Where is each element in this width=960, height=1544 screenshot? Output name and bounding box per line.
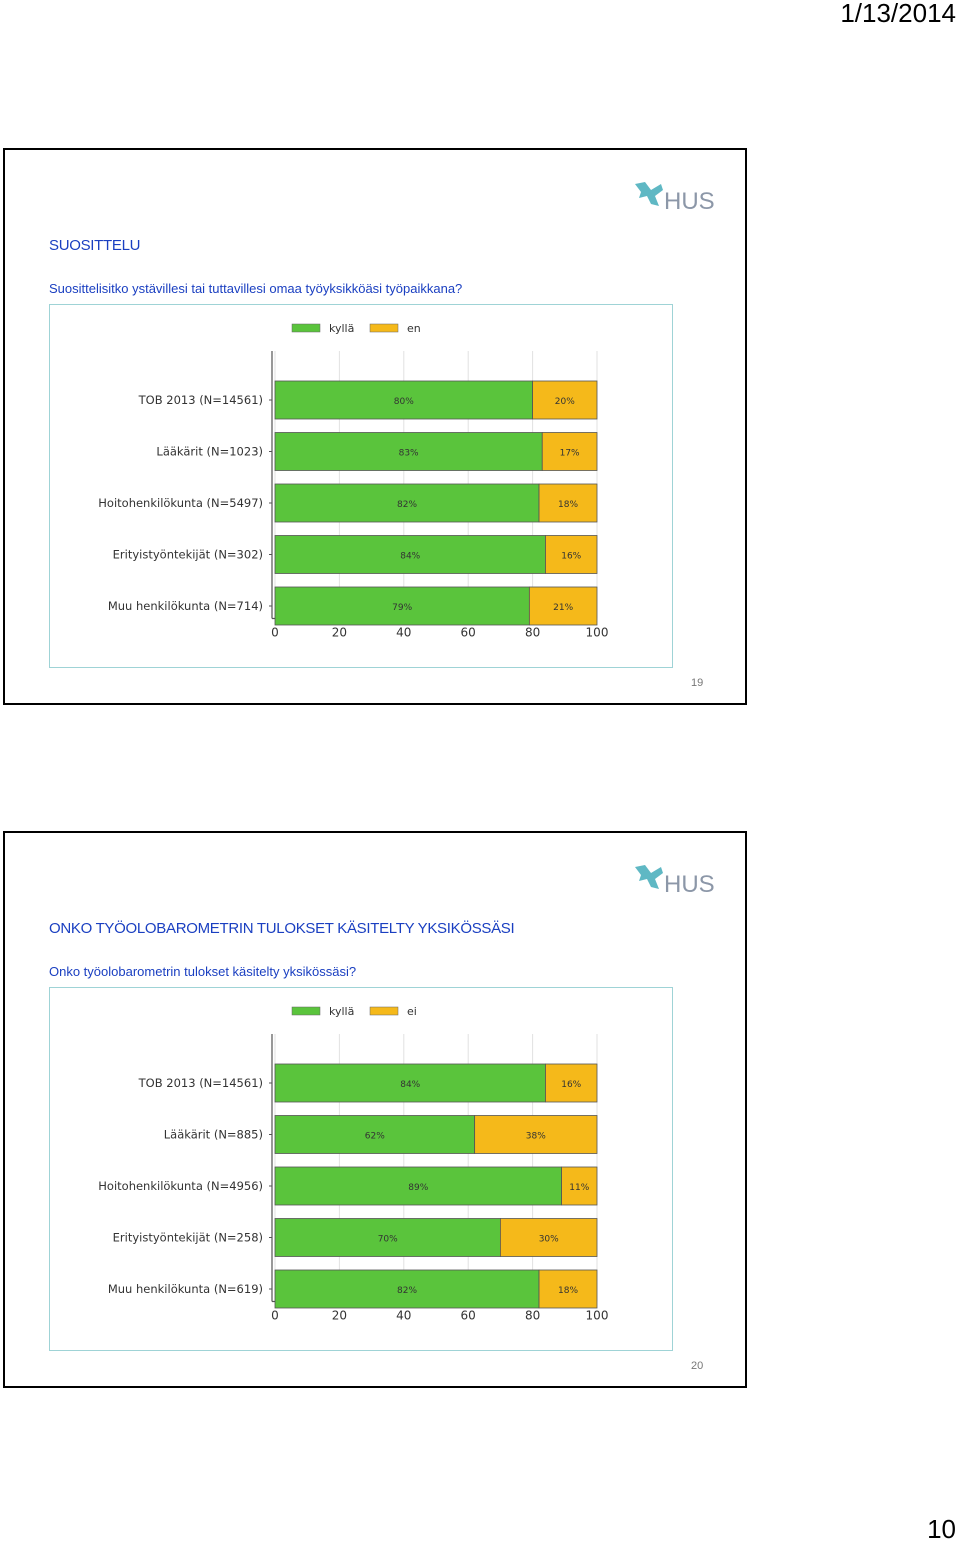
bar-segment-1 <box>541 432 598 471</box>
hus-cross-icon <box>635 865 663 889</box>
data-label: 62% <box>365 1132 385 1142</box>
bar-segment-1 <box>561 1166 598 1206</box>
slide-question: Suosittelisitko ystävillesi tai tuttavil… <box>49 281 463 296</box>
hus-logo: HUS <box>635 865 715 898</box>
x-tick-label: 60 <box>461 1309 476 1323</box>
category-label: Muu henkilökunta (N=714) <box>108 599 263 613</box>
bar-segment-0 <box>274 483 540 523</box>
data-label: 11% <box>569 1183 589 1193</box>
bar-segment-0 <box>274 432 543 471</box>
data-label: 80% <box>394 397 414 407</box>
category-label: Lääkärit (N=1023) <box>156 445 263 459</box>
data-label: 79% <box>392 603 412 613</box>
data-label: 84% <box>400 1080 420 1090</box>
hus-logo: HUS <box>635 182 715 215</box>
data-label: 18% <box>558 500 578 510</box>
hus-logo-text: HUS <box>664 871 715 898</box>
data-label: 84% <box>400 552 420 562</box>
data-label: 16% <box>561 552 581 562</box>
legend-label-0: kyllä <box>329 1005 354 1018</box>
slide-number: 19 <box>691 677 704 689</box>
hus-cross-icon <box>635 182 663 206</box>
bar-segment-0 <box>274 1218 501 1257</box>
data-label: 21% <box>553 603 573 613</box>
hus-logo-text: HUS <box>664 188 715 215</box>
chart-legend: kyllä en <box>291 322 421 335</box>
x-tick-label: 40 <box>396 1309 411 1323</box>
x-tick-label: 100 <box>586 1309 609 1323</box>
data-label: 38% <box>526 1132 546 1142</box>
slide-20: HUS ONKO TYÖOLOBAROMETRIN TULOKSET KÄSIT… <box>3 831 747 1388</box>
bar-segment-1 <box>545 1063 598 1103</box>
bar-segment-1 <box>528 586 598 626</box>
category-label: Hoitohenkilökunta (N=5497) <box>98 496 263 510</box>
bar-segment-1 <box>474 1115 598 1154</box>
data-label: 82% <box>397 1286 417 1296</box>
x-tick-label: 100 <box>586 626 609 640</box>
bar-chart: kyllä ei 0 20 40 60 80 100 TOB 2013 (N=14561) 84%… <box>98 1005 609 1323</box>
slide-19: HUS SUOSITTELU Suosittelisitko ystäville… <box>3 148 747 705</box>
bar-segment-0 <box>274 586 530 626</box>
category-label: Lääkärit (N=885) <box>164 1128 263 1142</box>
x-tick-label: 0 <box>271 626 279 640</box>
data-label: 16% <box>561 1080 581 1090</box>
x-tick-label: 80 <box>525 1309 540 1323</box>
page-date: 1/13/2014 <box>840 0 956 28</box>
data-label: 83% <box>399 449 419 459</box>
data-label: 30% <box>539 1235 559 1245</box>
page-number: 10 <box>927 1514 956 1544</box>
bar-segment-1 <box>538 1269 598 1309</box>
bar-segment-1 <box>532 380 598 420</box>
bar-segment-1 <box>538 483 598 523</box>
slide-number: 20 <box>691 1360 704 1372</box>
x-tick-label: 0 <box>271 1309 279 1323</box>
category-label: TOB 2013 (N=14561) <box>138 1076 263 1090</box>
bar-segment-0 <box>274 1115 476 1154</box>
category-label: Erityistyöntekijät (N=258) <box>113 1231 263 1245</box>
slide-question: Onko työolobarometrin tulokset käsitelty… <box>49 964 357 979</box>
slide-heading: ONKO TYÖOLOBAROMETRIN TULOKSET KÄSITELTY… <box>49 920 515 937</box>
bar-segment-1 <box>499 1218 598 1257</box>
data-label: 82% <box>397 500 417 510</box>
data-label: 89% <box>408 1183 428 1193</box>
legend-swatch-1 <box>369 1006 399 1016</box>
chart-frame: kyllä ei 0 20 40 60 80 100 TOB 2013 (N=14561) 84%… <box>49 987 673 1351</box>
legend-swatch-0 <box>291 323 321 333</box>
chart-legend: kyllä ei <box>291 1005 417 1018</box>
legend-label-0: kyllä <box>329 322 354 335</box>
x-tick-label: 20 <box>332 1309 347 1323</box>
category-label: Muu henkilökunta (N=619) <box>108 1282 263 1296</box>
x-tick-label: 40 <box>396 626 411 640</box>
category-label: Hoitohenkilökunta (N=4956) <box>98 1179 263 1193</box>
x-tick-label: 80 <box>525 626 540 640</box>
legend-swatch-0 <box>291 1006 321 1016</box>
legend-swatch-1 <box>369 323 399 333</box>
bar-segment-0 <box>274 1166 562 1206</box>
data-label: 18% <box>558 1286 578 1296</box>
category-label: TOB 2013 (N=14561) <box>138 393 263 407</box>
legend-label-1: ei <box>407 1005 417 1018</box>
data-label: 70% <box>378 1235 398 1245</box>
bar-segment-1 <box>545 535 598 574</box>
x-tick-label: 60 <box>461 626 476 640</box>
bar-chart: kyllä en 0 20 40 60 80 100 TOB 2013 (N=14561) 80%… <box>98 322 609 640</box>
bar-segment-0 <box>274 1063 546 1103</box>
category-label: Erityistyöntekijät (N=302) <box>113 548 263 562</box>
slide-heading: SUOSITTELU <box>49 237 141 254</box>
chart-frame: kyllä en 0 20 40 60 80 100 TOB 2013 (N=14561) 80%… <box>49 304 673 668</box>
data-label: 20% <box>555 397 575 407</box>
x-tick-label: 20 <box>332 626 347 640</box>
bar-segment-0 <box>274 535 546 574</box>
bar-segment-0 <box>274 1269 540 1309</box>
legend-label-1: en <box>407 322 421 335</box>
data-label: 17% <box>560 449 580 459</box>
